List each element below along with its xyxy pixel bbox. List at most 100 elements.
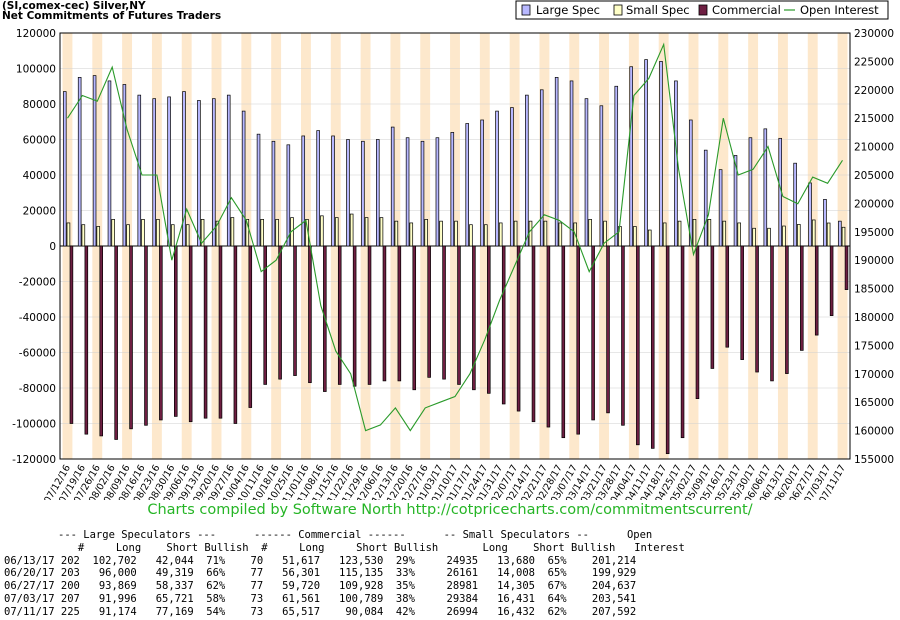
table-row: 06/27/17 200 93,869 58,337 62% 77 59,720… — [4, 580, 637, 593]
legend-label-commercial: Commercial — [712, 3, 781, 17]
small-spec-bar — [334, 217, 339, 247]
commercial-bar — [785, 245, 789, 374]
large-spec-bar — [838, 220, 842, 247]
commercial-bar — [129, 245, 133, 430]
left-axis-tick-labels: -120000 -100000 -80000 -60000 -40000 -20000 0 2… — [12, 28, 56, 466]
small-spec-bar — [484, 224, 488, 247]
large-spec-bar — [286, 144, 291, 247]
large-spec-bar — [644, 59, 648, 247]
chart-title: Net Commitments of Futures Traders — [2, 10, 221, 22]
legend-label-small-spec: Small Spec — [626, 3, 690, 17]
large-spec-bar — [450, 132, 455, 247]
small-spec-bar — [349, 213, 354, 247]
commercial-bar — [725, 245, 730, 348]
table-header-columns: # Long Short Bullish # Long Short Bullis… — [40, 541, 685, 554]
commercial-bar — [487, 245, 491, 394]
small-spec-bar — [126, 224, 130, 247]
right-axis-tick-label: 195000 — [854, 227, 894, 239]
small-spec-bar — [603, 220, 607, 247]
large-spec-bar — [554, 77, 559, 247]
large-spec-bar — [92, 75, 97, 247]
large-spec-bar — [733, 155, 738, 247]
table-body: 06/13/17 202 102,702 42,044 71% 70 51,61… — [4, 555, 685, 619]
table-header-groups: --- Large Speculators --- ------ Commerc… — [58, 529, 653, 541]
small-spec-bar — [185, 224, 190, 247]
left-axis-tick-label: 80000 — [23, 99, 56, 111]
bar-series — [62, 59, 849, 455]
large-spec-bar — [569, 80, 574, 247]
small-spec-bar — [245, 219, 250, 247]
left-axis-tick-label: 40000 — [23, 170, 56, 182]
left-axis-tick-label: -80000 — [19, 383, 56, 395]
commercial-bar — [636, 245, 640, 446]
legend-label-large-spec: Large Spec — [536, 3, 600, 17]
large-spec-bar — [241, 110, 246, 247]
small-spec-bar — [156, 219, 160, 247]
commercial-bar — [576, 245, 580, 435]
left-axis-tick-label: 60000 — [23, 135, 56, 147]
large-spec-bar — [599, 105, 604, 247]
large-spec-bar — [793, 162, 797, 247]
small-spec-bar — [111, 219, 115, 247]
commercial-bar — [606, 245, 610, 414]
commercial-bar — [352, 245, 357, 387]
right-axis-tick-label: 200000 — [854, 198, 894, 210]
small-spec-bar — [424, 219, 428, 247]
open-interest-line-group — [67, 42, 843, 432]
small-spec-bar — [558, 222, 563, 247]
commercial-bar — [114, 245, 118, 440]
small-spec-bar — [528, 220, 533, 247]
large-spec-bar — [390, 126, 395, 247]
large-spec-bar — [361, 140, 365, 247]
small-spec-bar — [454, 220, 458, 247]
commercial-bar — [814, 245, 819, 336]
commercial-bar — [531, 245, 536, 423]
commercial-bar — [248, 245, 253, 408]
commercial-bar — [293, 245, 297, 376]
large-spec-bar — [703, 149, 708, 247]
commercial-bar — [308, 245, 312, 384]
large-spec-bar — [465, 123, 469, 247]
commercial-bar — [710, 245, 715, 369]
large-spec-bar — [346, 139, 350, 247]
legend: Large Spec Small Spec Commercial Open In… — [515, 0, 889, 20]
right-axis-tick-label: 170000 — [854, 369, 894, 381]
right-axis-tick-label: 215000 — [854, 113, 894, 125]
large-spec-bar — [271, 140, 276, 247]
commercial-bar — [263, 245, 267, 385]
large-spec-bar — [152, 98, 156, 247]
large-spec-bar — [718, 169, 723, 247]
small-spec-bar — [588, 219, 592, 247]
small-spec-bar — [797, 224, 801, 247]
large-spec-bar — [808, 182, 812, 247]
large-spec-bar — [659, 61, 663, 247]
small-spec-bar — [275, 219, 279, 247]
commercial-bar — [278, 245, 282, 380]
commercial-bar — [800, 245, 804, 351]
small-spec-bar — [96, 226, 101, 247]
commercial-bar — [695, 245, 700, 399]
commercial-bar — [591, 245, 595, 421]
small-spec-bar — [171, 224, 175, 247]
large-spec-bar — [107, 80, 112, 247]
commercial-bar — [561, 245, 566, 439]
right-axis-tick-label: 165000 — [854, 397, 894, 409]
commercial-bar — [442, 245, 446, 380]
small-spec-bar — [811, 219, 816, 247]
small-spec-bar — [677, 220, 682, 247]
right-axis-tick-label: 230000 — [854, 28, 894, 40]
small-spec-bar — [707, 219, 712, 247]
commercial-bar — [203, 245, 208, 419]
small-spec-bar — [364, 217, 369, 247]
small-spec-bar — [66, 222, 71, 247]
small-spec-bar — [215, 220, 220, 247]
commercial-bar — [188, 245, 193, 423]
small-spec-bar — [633, 226, 637, 247]
large-spec-bar — [614, 85, 619, 247]
commercial-bar — [621, 245, 625, 426]
large-spec-bar — [689, 119, 693, 247]
large-spec-bar — [167, 96, 171, 247]
large-spec-bar — [376, 139, 380, 247]
commercial-bar — [844, 245, 849, 290]
commercial-bar — [755, 245, 759, 373]
